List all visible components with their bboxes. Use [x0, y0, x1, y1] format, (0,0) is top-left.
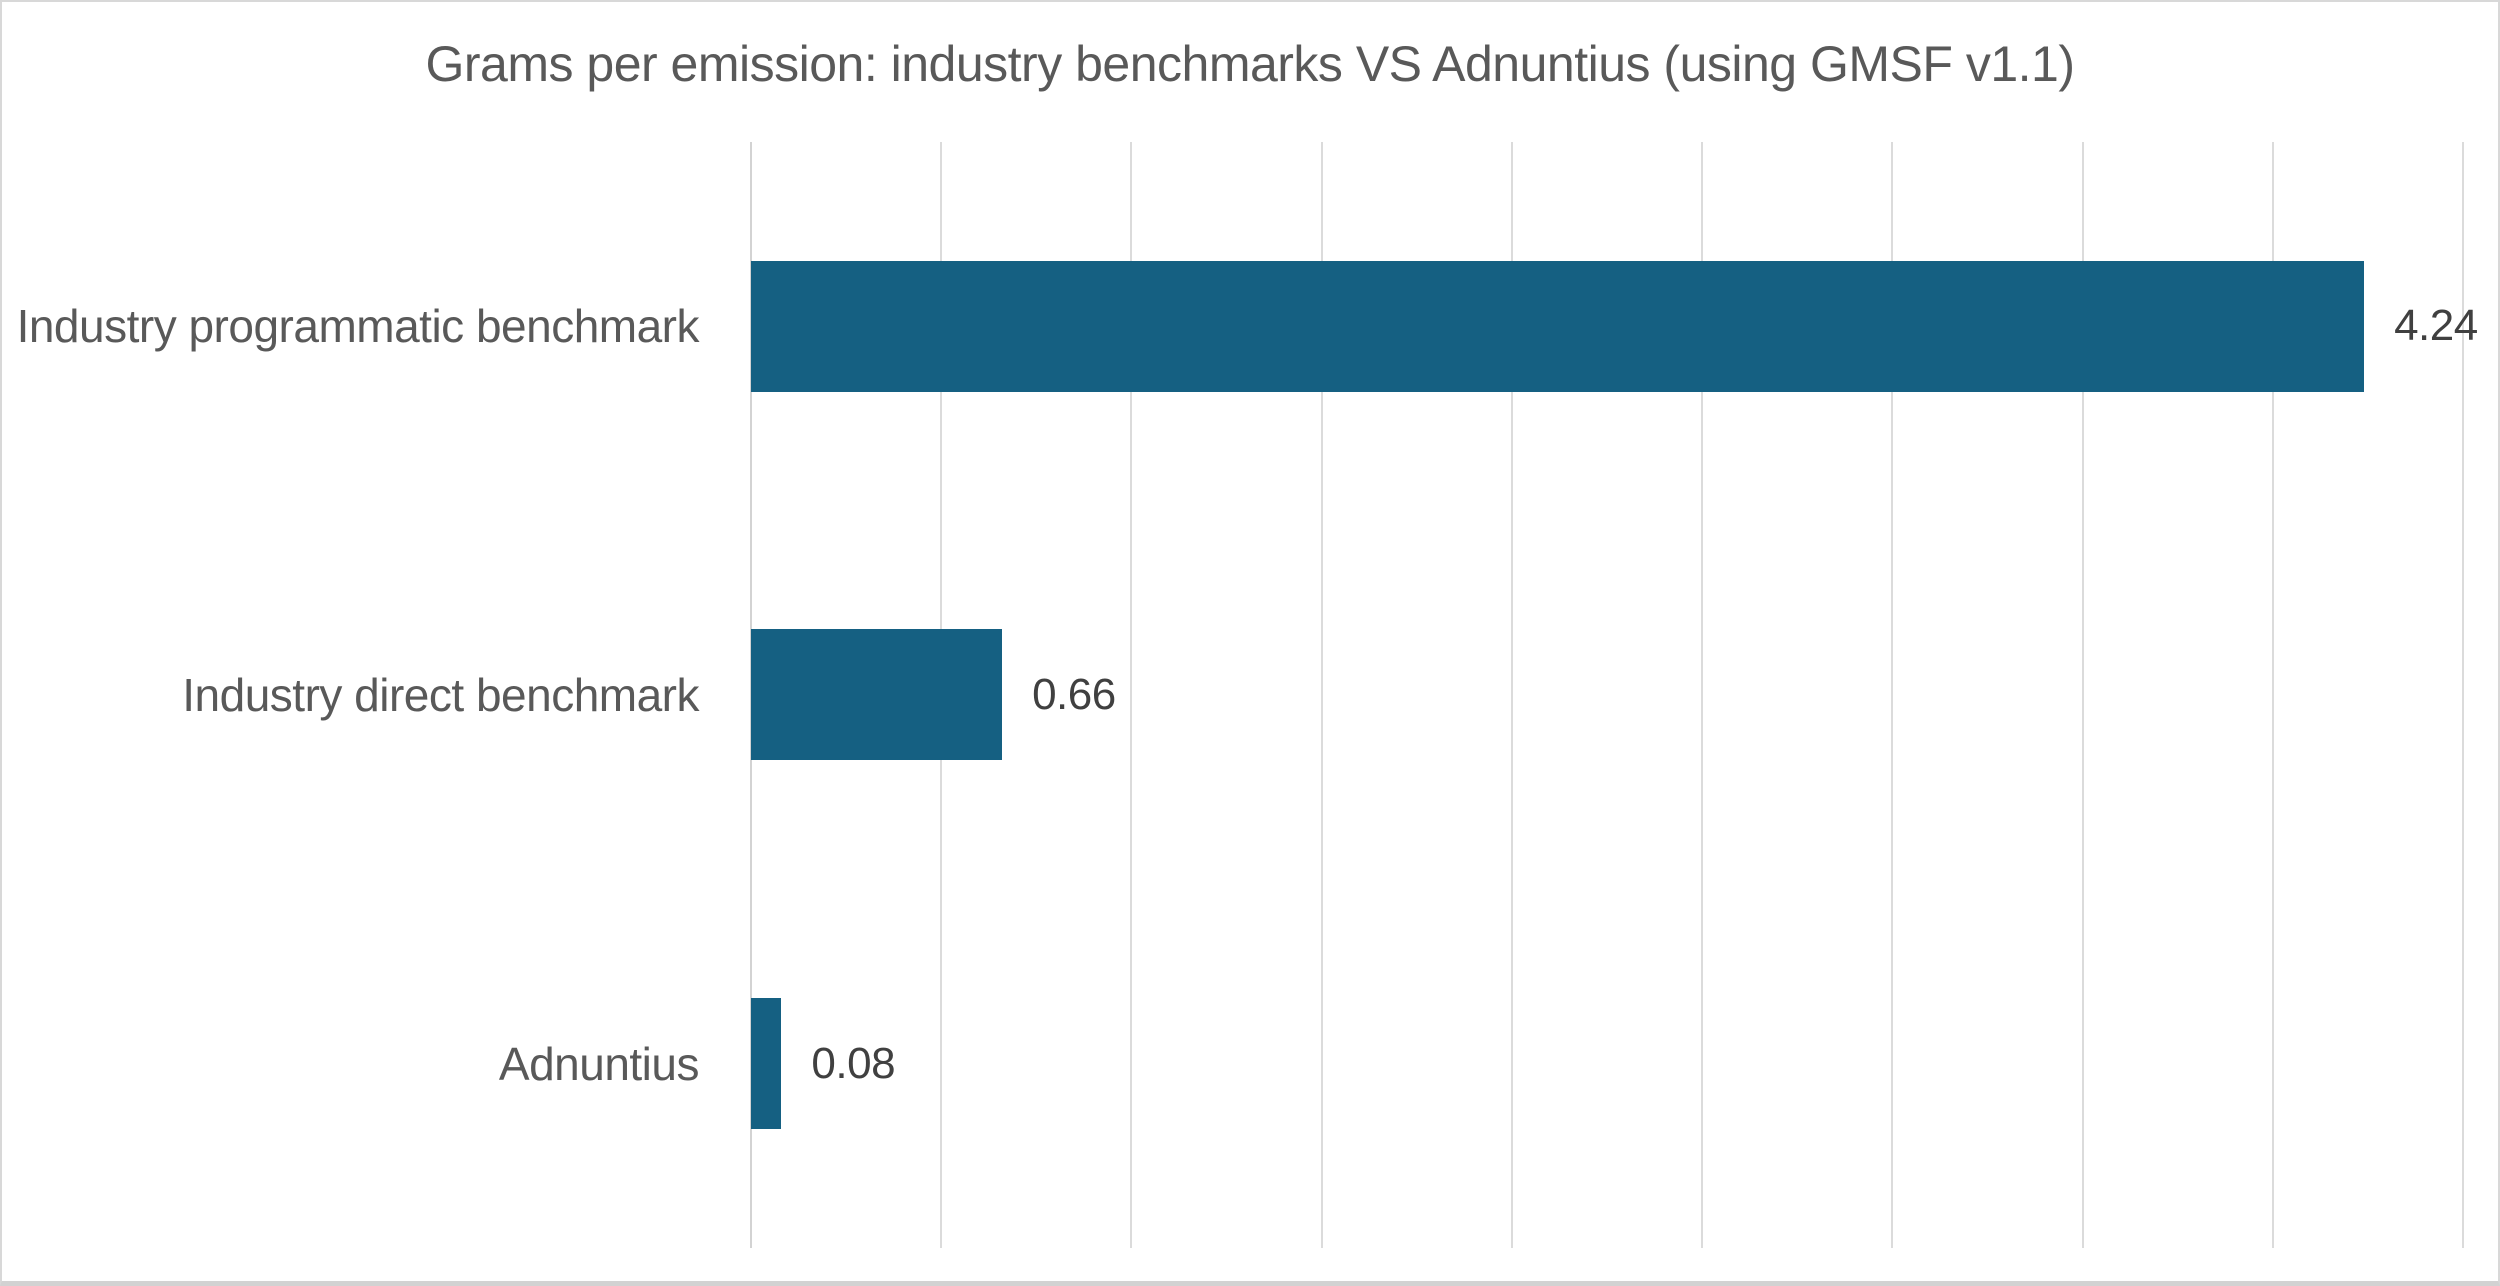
gridline: [1891, 142, 1894, 1248]
bar-row: Industry programmatic benchmark 4.24: [17, 142, 2478, 511]
plot-area: Industry programmatic benchmark 4.24 Indus…: [17, 142, 2478, 1248]
bar-row: Industry direct benchmark 0.66: [182, 511, 2463, 880]
gridline: [2271, 142, 2274, 1248]
bar-row: Adnuntius 0.08: [499, 879, 2463, 1248]
gridline: [2462, 142, 2464, 1248]
gridline: [2081, 142, 2084, 1248]
gridline: [1320, 142, 1323, 1248]
gridline: [1701, 142, 1704, 1248]
value-label: 0.08: [811, 1038, 896, 1088]
category-label: Adnuntius: [498, 1037, 700, 1090]
category-label: Industry direct benchmark: [182, 668, 699, 721]
gridline: [1130, 142, 1133, 1248]
bar: [751, 998, 782, 1130]
value-label: 4.24: [2394, 301, 2478, 351]
bar: [751, 629, 1003, 761]
category-label: Industry programmatic benchmark: [16, 300, 700, 353]
bar: [751, 260, 2365, 392]
chart-title: Grams per emission: industry benchmarks …: [425, 36, 2075, 92]
gridline: [1510, 142, 1513, 1248]
value-label: 0.66: [1032, 669, 1116, 719]
